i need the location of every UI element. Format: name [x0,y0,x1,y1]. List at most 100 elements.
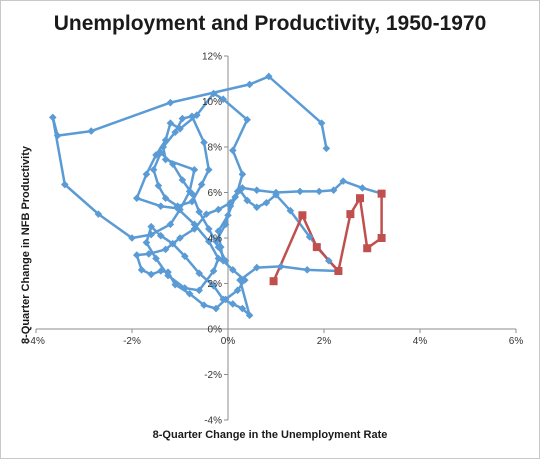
series-1-point [181,252,189,260]
series-1-point [190,225,199,233]
series-1-point [157,231,165,240]
series-1-point [161,136,170,144]
series-1-point [226,198,235,207]
series-2-point [356,194,364,203]
series-1-point [205,225,213,233]
series-1-point [209,281,218,290]
series-1-point [277,262,285,271]
series-1-point [212,304,220,313]
series-1-point [253,186,261,195]
x-tick-label: 2% [317,336,332,347]
series-1-point [152,151,160,159]
series-1-point [159,143,167,151]
series-1-point [286,206,295,215]
series-2-point [377,234,386,242]
series-1-point [53,131,62,140]
series-1-point [238,170,247,179]
series-1-point [219,256,227,265]
series-1-point [296,187,304,196]
series-1-point [137,266,146,274]
series-1-point [173,204,182,213]
series-1-point [200,301,208,309]
series-2-point [334,266,343,275]
series-1-point [128,234,136,242]
series-1-point [325,256,333,265]
series-1-point [161,155,170,164]
series-1-point [212,237,220,246]
series-1-point [94,210,103,218]
axes [35,55,517,421]
series-1-point [305,233,314,241]
series-1-point [224,211,232,220]
series-1-point [205,237,213,246]
tick-labels: -4% -2% 0% 2% 4% 6% -4% -2% 0% 2% 4% 6% 8% 10% 12% [27,52,523,427]
series-1-point [317,119,326,127]
series-1-point [166,98,175,107]
series-1-point [133,251,141,259]
series-1-point [265,72,273,81]
series-1-point [243,196,251,205]
series-1-point [214,205,223,214]
series-1-point [229,300,237,308]
series-1-point [195,208,203,216]
series-1-point [262,198,271,207]
y-tick-label: 12% [202,52,222,63]
series-1-point [61,180,69,189]
series-1-point [272,188,280,197]
series-1-point [209,267,218,275]
series-1-point [147,230,155,239]
series-1-point [169,239,177,248]
series-markers [49,72,386,320]
series-1-point [303,266,311,274]
series-1-point [253,263,261,272]
y-tick-label: 10% [202,97,222,108]
series-1-point [188,197,196,206]
series-1-point [178,114,187,123]
x-tick-label: -2% [123,336,141,347]
y-tick-label: 8% [208,143,223,154]
y-tick-label: 2% [208,279,223,290]
series-1-point [49,113,57,122]
series-2-point [298,211,307,220]
series-2-point [377,189,386,198]
series-1-point [181,284,189,292]
series-2-point [312,243,321,252]
series-1-point [205,165,213,174]
series-1-point [178,176,187,184]
series-1-point [195,286,203,295]
x-tick-label: 0% [221,336,236,347]
series-1-point [245,80,254,89]
series-1-point [233,286,242,295]
series-1-point [166,119,175,127]
series-1-point [188,189,196,198]
series-1-point [157,202,165,210]
series-1-point [169,160,177,168]
series-1-point [315,187,323,196]
series-1-point [185,289,194,298]
series-1-point [195,269,203,278]
series-1-point [214,254,223,263]
x-axis-title: 8-Quarter Change in the Unemployment Rat… [152,429,388,441]
series-1-point [200,138,208,147]
series-1-point [219,95,227,104]
series-1-point [185,187,194,196]
series-1-point [238,184,247,192]
series-2-point [269,277,278,286]
series-1-point [133,194,141,202]
series-1-point [171,128,179,137]
series-1-point [142,238,151,247]
series-2-point [363,244,372,253]
x-tick-label: 4% [413,336,428,347]
y-tick-label: 6% [208,188,223,199]
series-1-point [243,115,251,124]
series-1-point [145,250,153,258]
series-1-point [164,268,172,276]
series-1-point [358,184,367,192]
series-1-point [176,125,184,133]
series-1-point [87,127,95,135]
series-1-point [161,245,170,254]
series-1-point [241,276,249,284]
series-1-point [190,220,199,229]
series-1-point [221,220,230,229]
